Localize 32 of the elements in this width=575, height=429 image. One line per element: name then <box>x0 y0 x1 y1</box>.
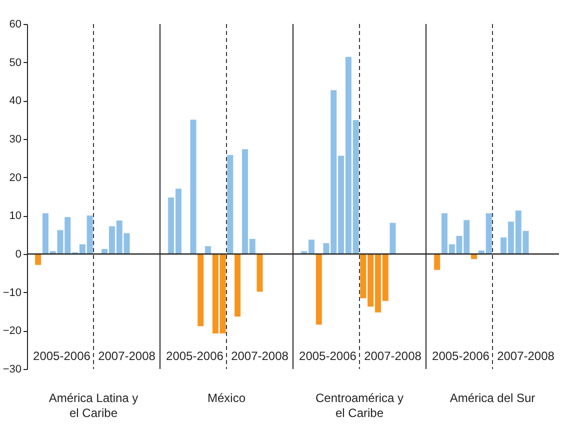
y-tick-label: 10 <box>9 210 22 222</box>
bar <box>190 119 197 254</box>
bar <box>34 254 42 266</box>
text: México <box>207 391 246 405</box>
annotation: 2007-2008 <box>497 349 555 363</box>
annotation: 2005-2006 <box>432 349 490 363</box>
annotation: 2005-2006 <box>33 349 91 363</box>
y-tick-label: 50 <box>9 56 22 69</box>
y-tick-label: −30 <box>2 364 22 376</box>
bar <box>315 254 322 326</box>
bar <box>389 222 396 254</box>
bar <box>197 254 204 327</box>
text: América del Sur <box>450 391 536 405</box>
bar <box>234 254 242 318</box>
annotation: 2007-2008 <box>364 349 422 363</box>
text: América Latina y el Caribe <box>48 391 138 420</box>
bar <box>226 154 234 254</box>
bar <box>204 246 212 254</box>
y-tick-label: 20 <box>9 172 22 184</box>
y-tick-label: −10 <box>2 286 22 299</box>
bar <box>434 254 441 270</box>
y-tick-label: 30 <box>9 134 22 146</box>
text: Centroamérica y el Caribe <box>315 391 404 420</box>
y-tick-label: −20 <box>2 325 22 338</box>
annotation: 2007-2008 <box>98 349 156 363</box>
annotation: 2007-2008 <box>231 349 289 363</box>
y-tick-label: 40 <box>9 95 22 108</box>
bar <box>256 254 264 292</box>
y-tick-label: 60 <box>9 18 22 30</box>
annotation: 2005-2006 <box>166 349 224 363</box>
y-tick-label: 0 <box>15 248 22 260</box>
annotation: 2005-2006 <box>299 349 357 363</box>
